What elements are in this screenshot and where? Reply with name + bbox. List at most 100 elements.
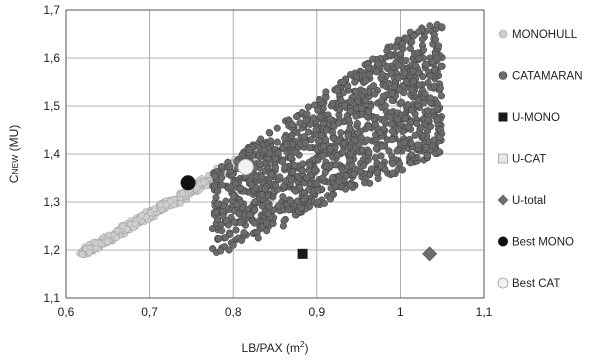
catamaran-point — [276, 173, 284, 181]
catamaran-point — [397, 98, 406, 106]
legend-item: Best MONO — [498, 236, 574, 249]
catamaran-point — [351, 78, 359, 86]
catamaran-point — [340, 140, 348, 148]
catamaran-point — [354, 129, 362, 137]
catamaran-point — [426, 94, 434, 102]
catamaran-point — [232, 226, 240, 234]
catamaran-point — [388, 136, 396, 144]
catamaran-point — [314, 137, 322, 145]
catamaran-point — [274, 149, 282, 157]
catamaran-point — [432, 36, 440, 44]
catamaran-point — [409, 77, 417, 85]
legend-item: U-total — [497, 194, 546, 207]
x-tick-label: 0,6 — [58, 305, 75, 319]
u-mono-point — [297, 248, 308, 259]
catamaran-point — [365, 70, 373, 78]
catamaran-point — [415, 54, 423, 63]
monohull-point — [138, 211, 146, 219]
tick-labels: 0,6 0,7 0,8 0,9 1 1,1 1,1 1,2 1,3 1,4 1,5 1,6 1,7 — [43, 3, 492, 319]
catamaran-point — [303, 174, 311, 182]
catamaran-point — [424, 116, 432, 124]
catamaran-point — [271, 164, 280, 172]
x-tick-label: 0,8 — [225, 305, 242, 319]
catamaran-point — [212, 193, 220, 202]
legend-marker — [498, 29, 508, 39]
catamaran-point — [254, 234, 262, 242]
catamaran-point — [357, 134, 365, 142]
plot-frame — [65, 9, 485, 299]
catamaran-point — [289, 168, 297, 176]
catamaran-point — [364, 123, 373, 131]
catamaran-point — [381, 102, 389, 110]
catamaran-point — [302, 116, 310, 125]
catamaran-point — [288, 121, 296, 129]
catamaran-point — [374, 60, 382, 68]
catamaran-point — [226, 163, 234, 171]
catamaran-point — [415, 81, 424, 89]
catamaran-point — [215, 234, 223, 243]
catamaran-point — [326, 145, 334, 153]
catamaran-point — [282, 177, 290, 185]
x-tick-label: 0,7 — [141, 305, 158, 319]
catamaran-point — [435, 42, 443, 50]
catamaran-point — [408, 151, 416, 159]
catamaran-point — [309, 114, 317, 122]
catamaran-point — [230, 218, 238, 226]
best-cat-point — [237, 158, 254, 175]
catamaran-point — [292, 148, 300, 156]
catamaran-point — [264, 209, 272, 217]
catamaran-point — [315, 95, 323, 104]
catamaran-point — [392, 43, 400, 51]
catamaran-point — [218, 227, 226, 235]
catamaran-point — [287, 197, 295, 205]
catamaran-point — [423, 151, 431, 160]
catamaran-point — [433, 105, 441, 113]
monohull-point — [104, 238, 111, 245]
catamaran-point — [258, 202, 266, 210]
catamaran-point — [287, 176, 295, 184]
catamaran-point — [218, 174, 226, 182]
monohull-series — [76, 143, 263, 259]
x-tick-label: 1 — [397, 305, 404, 319]
catamaran-point — [299, 160, 307, 168]
catamaran-point — [339, 148, 347, 156]
catamaran-point — [374, 175, 382, 183]
catamaran-point — [297, 204, 305, 212]
monohull-point — [78, 250, 86, 258]
catamaran-point — [409, 67, 417, 75]
catamaran-point — [236, 184, 245, 192]
catamaran-point — [281, 134, 289, 142]
monohull-point — [200, 179, 208, 186]
catamaran-point — [348, 162, 356, 170]
catamaran-point — [352, 87, 360, 95]
monohull-point — [131, 220, 139, 227]
y-axis-label: CNEW (MU) — [7, 125, 21, 184]
catamaran-point — [402, 78, 410, 86]
catamaran-point — [298, 166, 306, 174]
catamaran-point — [211, 172, 219, 180]
catamaran-point — [377, 162, 385, 170]
y-tick-label: 1,2 — [43, 243, 60, 257]
catamaran-point — [225, 246, 233, 254]
catamaran-point — [371, 90, 379, 98]
catamaran-point — [388, 127, 396, 135]
legend-label: CATAMARAN — [512, 71, 583, 83]
y-tick-label: 1,6 — [43, 51, 60, 65]
catamaran-point — [428, 58, 436, 66]
catamaran-point — [261, 185, 269, 193]
catamaran-point — [221, 234, 230, 242]
catamaran-point — [421, 90, 429, 98]
catamaran-point — [369, 82, 378, 90]
monohull-point — [113, 234, 120, 242]
catamaran-point — [305, 144, 314, 152]
y-axis-label-sub: NEW — [10, 155, 20, 175]
catamaran-point — [314, 186, 322, 194]
catamaran-point — [433, 116, 441, 124]
catamaran-point — [346, 150, 355, 159]
catamaran-point — [267, 171, 275, 179]
catamaran-point — [335, 177, 343, 185]
catamaran-point — [400, 138, 408, 146]
catamaran-point — [267, 137, 275, 145]
catamaran-point — [278, 158, 287, 166]
